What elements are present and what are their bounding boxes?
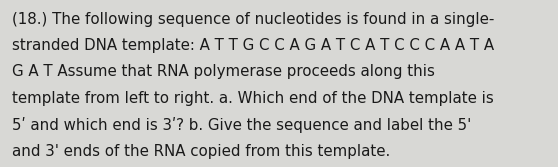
Text: G A T Assume that RNA polymerase proceeds along this: G A T Assume that RNA polymerase proceed… bbox=[12, 64, 435, 79]
Text: 5ʹ and which end is 3ʹ? b. Give the sequence and label the 5': 5ʹ and which end is 3ʹ? b. Give the sequ… bbox=[12, 117, 472, 133]
Text: and 3' ends of the RNA copied from this template.: and 3' ends of the RNA copied from this … bbox=[12, 144, 391, 159]
Text: stranded DNA template: A T T G C C A G A T C A T C C C A A T A: stranded DNA template: A T T G C C A G A… bbox=[12, 38, 494, 53]
Text: (18.) The following sequence of nucleotides is found in a single-: (18.) The following sequence of nucleoti… bbox=[12, 12, 494, 27]
Text: template from left to right. a. Which end of the DNA template is: template from left to right. a. Which en… bbox=[12, 91, 494, 106]
